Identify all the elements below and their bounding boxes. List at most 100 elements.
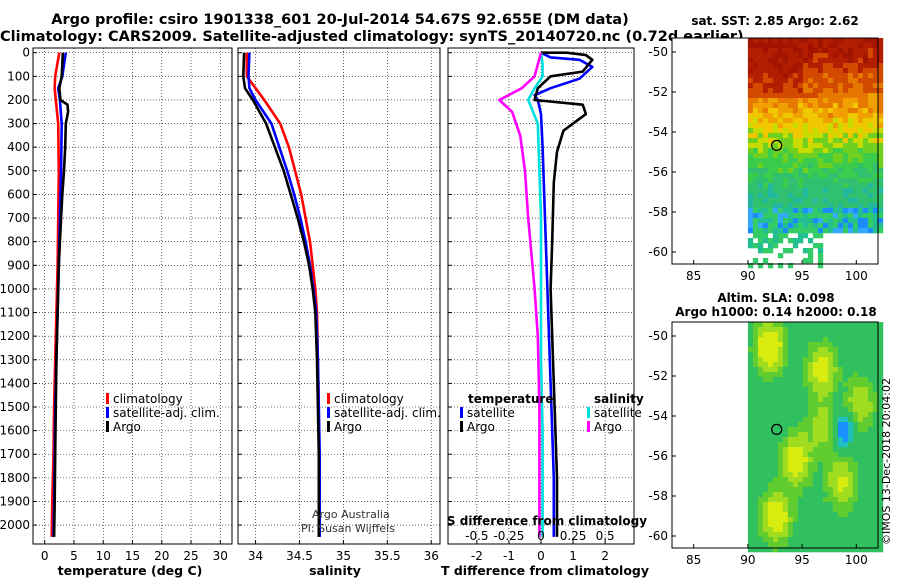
- map-cell: [827, 427, 834, 433]
- map-x-tick-label: 95: [794, 553, 809, 567]
- map-cell: [807, 133, 814, 139]
- map-cell: [832, 502, 839, 508]
- map-cell: [792, 103, 799, 109]
- map-cell: [827, 372, 834, 378]
- map-cell: [817, 407, 824, 413]
- map-cell: [877, 452, 884, 458]
- map-cell: [852, 527, 859, 533]
- map-cell: [792, 173, 799, 179]
- map-cell: [787, 193, 794, 199]
- map-cell: [812, 78, 819, 84]
- map-cell: [787, 482, 794, 488]
- map-cell: [772, 382, 779, 388]
- map-cell: [877, 218, 884, 224]
- map-cell: [787, 507, 794, 513]
- map-cell: [857, 118, 864, 124]
- map-cell: [747, 487, 754, 493]
- map-cell: [817, 492, 824, 498]
- map-cell: [837, 78, 844, 84]
- map-cell: [822, 198, 829, 204]
- map-cell: [812, 382, 819, 388]
- map-cell: [857, 412, 864, 418]
- map-cell: [827, 482, 834, 488]
- map-cell: [762, 193, 769, 199]
- map-cell: [767, 377, 774, 383]
- map-cell: [822, 123, 829, 129]
- map-cell: [782, 83, 789, 89]
- map-cell: [837, 392, 844, 398]
- map-cell: [797, 178, 804, 184]
- map-cell: [842, 123, 849, 129]
- map-cell: [772, 203, 779, 209]
- map-cell: [797, 452, 804, 458]
- map-cell: [827, 402, 834, 408]
- map-cell: [762, 492, 769, 498]
- map-cell: [872, 487, 879, 493]
- map-cell: [837, 437, 844, 443]
- map-cell: [817, 53, 824, 59]
- map-cell: [812, 163, 819, 169]
- map-cell: [752, 347, 759, 353]
- map-cell: [837, 537, 844, 543]
- map-cell: [782, 522, 789, 528]
- map-y-tick-label: -56: [648, 449, 668, 463]
- map-cell: [832, 352, 839, 358]
- map-cell: [857, 417, 864, 423]
- map-cell: [847, 522, 854, 528]
- map-cell: [842, 138, 849, 144]
- map-cell: [772, 467, 779, 473]
- map-cell: [872, 153, 879, 159]
- map-cell: [862, 407, 869, 413]
- map-cell: [877, 98, 884, 104]
- map-cell: [767, 133, 774, 139]
- map-cell: [772, 198, 779, 204]
- map-y-tick-label: -50: [648, 329, 668, 343]
- map-cell: [782, 113, 789, 119]
- map-cell: [787, 118, 794, 124]
- map-cell: [797, 218, 804, 224]
- map-cell: [857, 512, 864, 518]
- map-cell: [862, 158, 869, 164]
- map-cell: [802, 372, 809, 378]
- map-cell: [752, 477, 759, 483]
- map-cell: [862, 43, 869, 49]
- map-cell: [807, 347, 814, 353]
- map-cell: [827, 532, 834, 538]
- map-cell: [807, 422, 814, 428]
- map-cell: [857, 422, 864, 428]
- map-cell: [867, 357, 874, 363]
- map-cell: [867, 322, 874, 328]
- map-cell: [852, 382, 859, 388]
- map-cell: [867, 98, 874, 104]
- x-tick-label: 34.5: [286, 549, 313, 563]
- map-y-tick-label: -60: [648, 529, 668, 543]
- map-cell: [872, 417, 879, 423]
- map-cell: [772, 218, 779, 224]
- map-cell: [777, 412, 784, 418]
- map-cell: [807, 482, 814, 488]
- map-cell: [832, 178, 839, 184]
- map-cell: [792, 497, 799, 503]
- map-cell: [837, 462, 844, 468]
- map-cell: [797, 497, 804, 503]
- map-cell: [757, 412, 764, 418]
- map-cell: [847, 158, 854, 164]
- map-cell: [812, 482, 819, 488]
- map-cell: [847, 163, 854, 169]
- map-cell: [762, 367, 769, 373]
- map-cell: [817, 517, 824, 523]
- map-cell: [797, 203, 804, 209]
- map-cell: [852, 38, 859, 44]
- map-cell: [852, 462, 859, 468]
- map-cell: [762, 93, 769, 99]
- map-cell: [777, 517, 784, 523]
- map-cell: [762, 148, 769, 154]
- map-cell: [787, 332, 794, 338]
- map-cell: [782, 233, 789, 239]
- map-cell: [752, 497, 759, 503]
- map-cell: [757, 542, 764, 548]
- map-cell: [752, 487, 759, 493]
- map-cell: [817, 467, 824, 473]
- map-cell: [862, 432, 869, 438]
- map-cell: [757, 467, 764, 473]
